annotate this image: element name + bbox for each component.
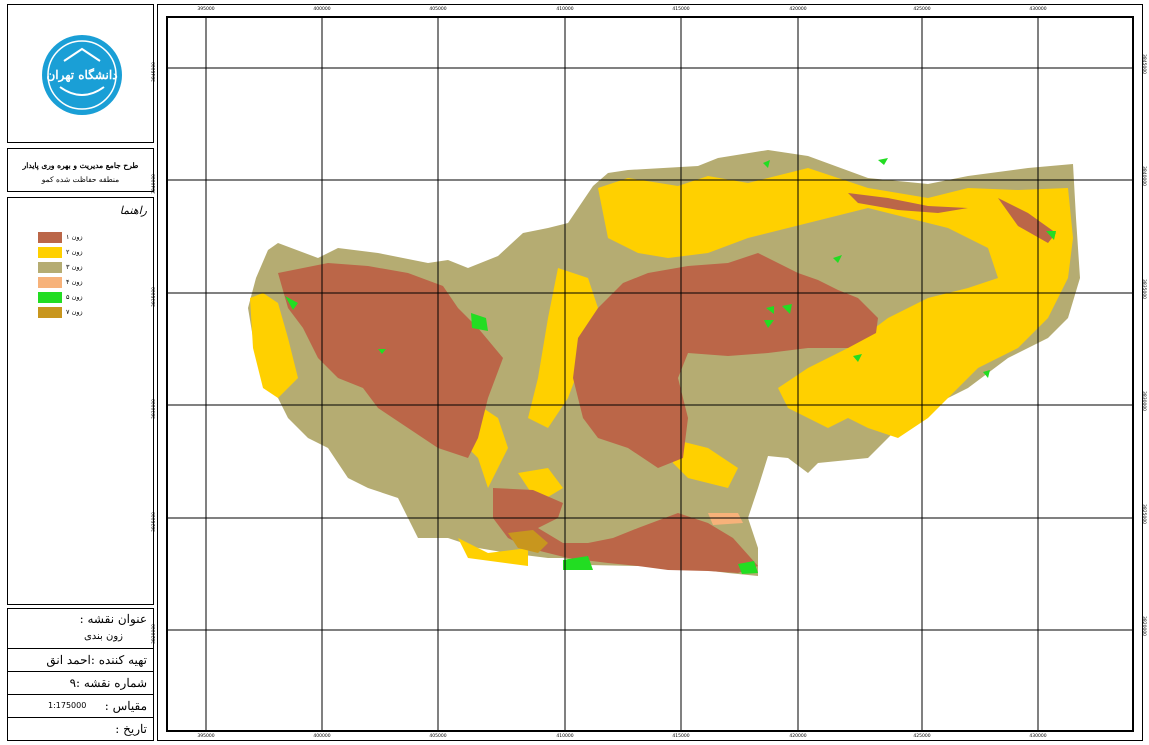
map-info-panel: عنوان نقشه : زون بندی تهیه کننده :احمد ا…: [7, 608, 154, 741]
legend-item: زون ۳: [38, 262, 108, 274]
legend-swatch: [38, 232, 62, 243]
grid-label-right: 3840000: [1141, 166, 1146, 187]
university-seal-icon: دانشگاه تهران: [42, 35, 122, 115]
legend-title: راهنما: [119, 204, 147, 217]
map-outer-frame: [157, 4, 1143, 741]
zone-2-region: [250, 168, 1073, 566]
legend-label: زون ۱: [66, 233, 83, 241]
grid-label-top: 420000: [789, 7, 807, 12]
legend-label: زون ۵: [66, 293, 83, 301]
scale-value: 1:175000: [48, 701, 87, 710]
grid-label-left: 3820000: [152, 623, 157, 644]
scale-label: مقیاس :: [104, 699, 147, 713]
map-number-row: شماره نقشه :۹: [8, 672, 153, 695]
grid-label-bottom: 415000: [672, 734, 690, 739]
legend-label: زون ۴: [66, 278, 83, 286]
org-title-panel: طرح جامع مدیریت و بهره وری پایدار منطقه …: [7, 148, 154, 192]
date-row: تاریخ :: [8, 718, 153, 742]
logo-text: دانشگاه تهران: [46, 67, 117, 83]
legend-swatch: [38, 277, 62, 288]
grid-lines: [168, 18, 1132, 730]
grid-label-bottom: 430000: [1029, 734, 1047, 739]
grid-label-bottom: 405000: [429, 734, 447, 739]
scale-row: مقیاس : 1:175000: [8, 695, 153, 718]
legend-item: زون ۷: [38, 307, 108, 319]
legend-label: زون ۲: [66, 248, 83, 256]
legend-swatch: [38, 292, 62, 303]
grid-label-top: 400000: [313, 7, 331, 12]
legend-panel: راهنما زون ۱ زون ۲ زون ۳ زون ۴ زون ۵ زون ۷: [7, 197, 154, 605]
grid-label-left: 3830000: [152, 398, 157, 419]
grid-label-bottom: 395000: [197, 734, 215, 739]
grid-label-top: 405000: [429, 7, 447, 12]
grid-label-bottom: 420000: [789, 734, 807, 739]
grid-label-right: 3820000: [1141, 616, 1146, 637]
map-frame: [166, 16, 1134, 732]
map-title-label: عنوان نقشه :: [79, 612, 147, 626]
grid-label-top: 415000: [672, 7, 690, 12]
grid-label-bottom: 425000: [913, 734, 931, 739]
grid-label-right: 3845000: [1141, 54, 1146, 75]
grid-label-left: 3835000: [152, 286, 157, 307]
legend-item: زون ۴: [38, 277, 108, 289]
legend-swatch: [38, 247, 62, 258]
zone-1-region: [278, 193, 1056, 573]
map-sidebar: دانشگاه تهران طرح جامع مدیریت و بهره وری…: [7, 4, 154, 741]
legend-swatch: [38, 307, 62, 318]
legend-label: زون ۷: [66, 308, 83, 316]
org-title-line2: منطقه حفاظت شده کمو: [41, 175, 120, 184]
date-label: تاریخ :: [115, 722, 147, 736]
org-title-line1: طرح جامع مدیریت و بهره وری پایدار: [22, 161, 139, 170]
legend-label: زون ۳: [66, 263, 83, 271]
grid-label-top: 395000: [197, 7, 215, 12]
grid-label-left: 3845000: [152, 61, 157, 82]
grid-label-left: 3840000: [152, 173, 157, 194]
grid-label-left: 3825000: [152, 511, 157, 532]
grid-label-right: 3830000: [1141, 391, 1146, 412]
grid-label-top: 430000: [1029, 7, 1047, 12]
zone-7-region: [508, 530, 548, 553]
map-title-row: عنوان نقشه : زون بندی: [8, 609, 153, 649]
prepared-by-row: تهیه کننده :احمد انق: [8, 649, 153, 672]
grid-label-top: 410000: [556, 7, 574, 12]
grid-label-bottom: 410000: [556, 734, 574, 739]
logo-panel: دانشگاه تهران: [7, 4, 154, 143]
grid-label-right: 3835000: [1141, 279, 1146, 300]
grid-label-right: 3825000: [1141, 504, 1146, 525]
map-number-label: شماره نقشه :۹: [69, 676, 147, 690]
legend-item: زون ۲: [38, 247, 108, 259]
map-title-value: زون بندی: [83, 631, 123, 642]
grid-label-top: 425000: [913, 7, 931, 12]
grid-label-bottom: 400000: [313, 734, 331, 739]
zone-4-region: [708, 513, 743, 525]
prepared-by-label: تهیه کننده :احمد انق: [46, 653, 147, 667]
zone-5-region: [285, 158, 1056, 574]
zoning-map: [168, 18, 1132, 730]
legend-item: زون ۱: [38, 232, 108, 244]
legend-swatch: [38, 262, 62, 273]
legend-item: زون ۵: [38, 292, 108, 304]
